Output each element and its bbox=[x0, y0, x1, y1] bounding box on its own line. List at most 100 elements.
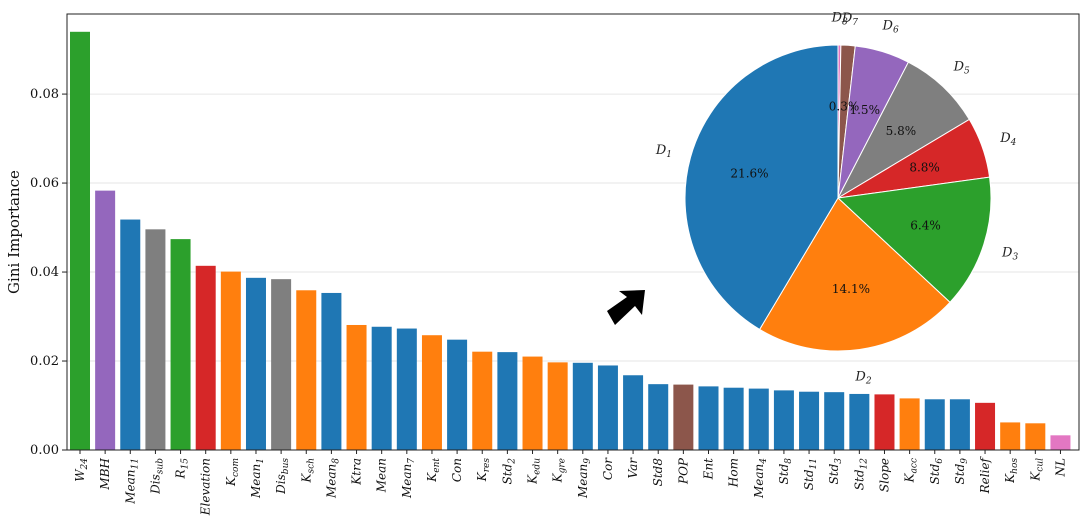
x-tick-label-subscript: 15 bbox=[181, 458, 191, 470]
x-tick-label-base: Mean bbox=[324, 464, 338, 499]
x-tick-label-base: Dis bbox=[148, 474, 162, 495]
pie-slice-label-subscript: 6 bbox=[893, 25, 899, 35]
pie-percent-label: 6.4% bbox=[910, 219, 941, 233]
bar bbox=[296, 290, 317, 450]
pie-percent-label: 5.8% bbox=[886, 124, 917, 138]
x-tick-label-subscript: cul bbox=[1035, 458, 1045, 472]
x-tick-label-subscript: sch bbox=[306, 458, 316, 473]
bar bbox=[623, 375, 644, 450]
bar bbox=[271, 279, 292, 450]
x-tick-label: Kent bbox=[425, 458, 442, 483]
pie-slice bbox=[836, 61, 970, 200]
pie-slice-label: D3 bbox=[1001, 245, 1018, 262]
x-tick-label-subscript: 4 bbox=[759, 458, 769, 465]
pie-slice-label: D8 bbox=[831, 10, 848, 27]
x-tick-label-base: K bbox=[475, 471, 489, 482]
x-tick-label-subscript: edu bbox=[533, 458, 543, 475]
x-tick-label: POP bbox=[676, 457, 690, 485]
pie-slice-label-subscript: 2 bbox=[865, 377, 872, 387]
x-tick-label: Kcul bbox=[1028, 458, 1045, 482]
x-tick-label-base: MBH bbox=[98, 457, 112, 490]
x-tick-label: Kcom bbox=[224, 458, 241, 487]
pie-percent-label: 1.5% bbox=[849, 103, 880, 117]
x-tick-label-subscript: 3 bbox=[834, 458, 844, 464]
pie-slice-label-subscript: 8 bbox=[842, 17, 848, 27]
bar bbox=[321, 292, 342, 450]
x-tick-label-base: Ent bbox=[702, 458, 716, 480]
x-tick-label: Mean9 bbox=[576, 458, 593, 499]
x-tick-label-subscript: 11 bbox=[809, 458, 819, 469]
x-tick-label: Ktra bbox=[350, 458, 364, 486]
pie-slice-label: D1 bbox=[655, 143, 672, 160]
x-tick-label-subscript: 1 bbox=[256, 458, 266, 464]
pie-percent-label: 8.8% bbox=[909, 161, 940, 175]
bar bbox=[95, 190, 116, 450]
x-tick-label-base: Cor bbox=[601, 457, 615, 480]
x-tick-label: Cor bbox=[601, 457, 615, 480]
plot-frame bbox=[66, 13, 1080, 451]
x-tick-label: R15 bbox=[174, 458, 191, 480]
x-tick-label: Var bbox=[626, 457, 640, 479]
pie-percent-label: 21.6% bbox=[730, 167, 768, 181]
pie-slice-label-base: D bbox=[953, 59, 965, 74]
bar bbox=[572, 362, 593, 450]
arrow-icon bbox=[607, 290, 645, 325]
x-tick-label-base: Std bbox=[802, 469, 816, 490]
y-tick-label: 0.04 bbox=[30, 265, 59, 280]
x-tick-label-base: Var bbox=[626, 457, 640, 479]
x-tick-label-base: Ktra bbox=[350, 458, 364, 486]
pie-slice-label-base: D bbox=[841, 11, 853, 26]
x-tick-label: Disbus bbox=[274, 458, 291, 495]
x-tick-label: Dissub bbox=[148, 458, 165, 495]
x-tick-label: MBH bbox=[98, 457, 112, 490]
pie-slice-label: D7 bbox=[841, 11, 858, 28]
pie-percent-label: 0.3% bbox=[829, 99, 860, 113]
x-tick-label: Std8 bbox=[777, 458, 794, 485]
bar bbox=[1000, 422, 1021, 450]
x-tick-label-subscript: bus bbox=[281, 458, 291, 475]
bar-series bbox=[70, 31, 1071, 450]
y-tick-label: 0.06 bbox=[30, 176, 59, 191]
x-tick-label-base: Std8 bbox=[651, 458, 665, 487]
x-tick-label-base: Std bbox=[827, 463, 841, 484]
bar bbox=[924, 399, 945, 450]
x-tick-label-base: Mean bbox=[375, 458, 389, 493]
x-tick-label: Mean bbox=[375, 458, 389, 493]
pie-slice-label-subscript: 1 bbox=[666, 150, 672, 160]
x-tick-label-subscript: ent bbox=[432, 458, 442, 473]
bar bbox=[195, 265, 216, 450]
bar bbox=[346, 324, 367, 450]
bar bbox=[849, 393, 870, 450]
x-tick-label: Khos bbox=[1003, 458, 1020, 484]
y-axis: 0.00 0.02 0.04 0.06 0.08 bbox=[30, 87, 67, 458]
x-tick-label-base: Std bbox=[500, 463, 514, 484]
x-tick-label: Relief bbox=[978, 455, 992, 494]
pie-slice-label-base: D bbox=[831, 10, 843, 25]
pie-slice bbox=[684, 44, 839, 331]
x-tick-label-base: K bbox=[903, 472, 917, 483]
pie-slice-label-base: D bbox=[999, 131, 1011, 146]
x-tick-label: Std2 bbox=[500, 458, 517, 485]
y-tick-label: 0.08 bbox=[30, 87, 59, 102]
x-tick-label-subscript: 9 bbox=[583, 458, 593, 464]
x-tick-label-base: W bbox=[73, 468, 87, 482]
bar bbox=[371, 326, 392, 450]
pie-slice bbox=[758, 197, 951, 352]
x-tick-label-base: Relief bbox=[978, 455, 992, 494]
bar bbox=[723, 387, 744, 450]
x-tick-label-base: Con bbox=[450, 458, 464, 482]
x-tick-label-base: Mean bbox=[249, 464, 263, 499]
x-tick-label-base: Mean bbox=[400, 464, 414, 499]
bar bbox=[673, 384, 694, 450]
pie-slice-label: D5 bbox=[953, 59, 970, 76]
x-tick-label: Mean7 bbox=[400, 458, 417, 499]
bar bbox=[799, 391, 820, 450]
pie-slice-label-base: D bbox=[655, 143, 667, 158]
x-tick-label: Kedu bbox=[526, 458, 543, 485]
pie-slice-label: D4 bbox=[999, 131, 1016, 148]
bar bbox=[170, 239, 191, 450]
x-tick-label: Std9 bbox=[953, 458, 970, 485]
x-tick-label-base: K bbox=[224, 476, 238, 487]
